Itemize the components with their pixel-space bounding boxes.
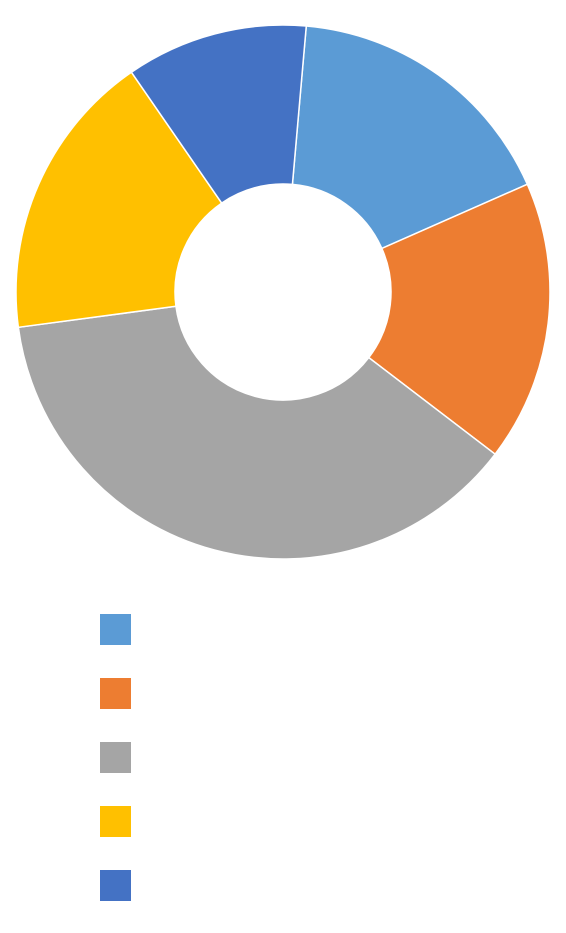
donut-slice-3 <box>17 305 497 560</box>
legend-item-4 <box>100 805 143 837</box>
legend-item-5 <box>100 869 143 901</box>
donut-slice-2 <box>367 183 551 456</box>
donut-slice-1 <box>291 25 529 250</box>
legend-item-2 <box>100 677 143 709</box>
legend-swatch-5 <box>100 869 131 901</box>
legend-swatch-4 <box>100 805 131 837</box>
donut-chart <box>15 24 551 560</box>
legend-swatch-1 <box>100 613 131 645</box>
chart-legend <box>100 613 143 933</box>
legend-swatch-2 <box>100 677 131 709</box>
donut-slice-4 <box>15 71 223 329</box>
legend-swatch-3 <box>100 741 131 773</box>
legend-item-1 <box>100 613 143 645</box>
legend-item-3 <box>100 741 143 773</box>
donut-slice-5 <box>130 24 308 205</box>
